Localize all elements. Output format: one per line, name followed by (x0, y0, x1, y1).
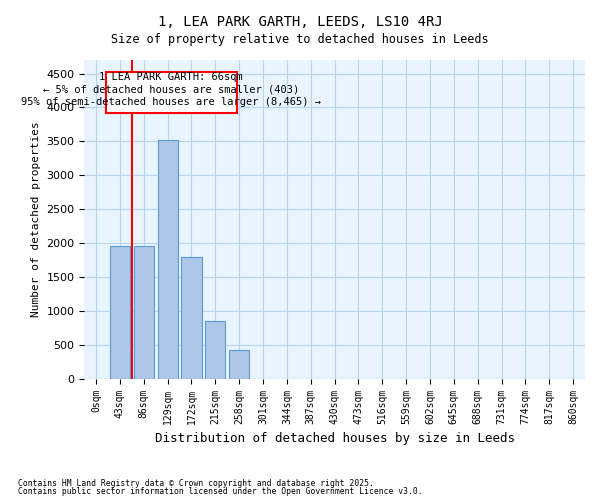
Bar (110, 246, 130, 378)
Bar (205, 321, 226, 378)
Y-axis label: Number of detached properties: Number of detached properties (31, 122, 41, 317)
Bar (134, 246, 154, 378)
FancyBboxPatch shape (106, 72, 237, 113)
Bar (181, 256, 202, 378)
Text: 95% of semi-detached houses are larger (8,465) →: 95% of semi-detached houses are larger (… (21, 97, 321, 107)
Text: Contains public sector information licensed under the Open Government Licence v3: Contains public sector information licen… (18, 487, 422, 496)
Text: 1 LEA PARK GARTH: 66sqm: 1 LEA PARK GARTH: 66sqm (100, 72, 243, 82)
Text: Size of property relative to detached houses in Leeds: Size of property relative to detached ho… (111, 32, 489, 46)
Bar (229, 350, 250, 378)
X-axis label: Distribution of detached houses by size in Leeds: Distribution of detached houses by size … (155, 432, 515, 445)
Bar (158, 140, 178, 378)
Text: ← 5% of detached houses are smaller (403): ← 5% of detached houses are smaller (403… (43, 84, 299, 94)
Text: 1, LEA PARK GARTH, LEEDS, LS10 4RJ: 1, LEA PARK GARTH, LEEDS, LS10 4RJ (158, 15, 442, 29)
Text: Contains HM Land Registry data © Crown copyright and database right 2025.: Contains HM Land Registry data © Crown c… (18, 478, 374, 488)
